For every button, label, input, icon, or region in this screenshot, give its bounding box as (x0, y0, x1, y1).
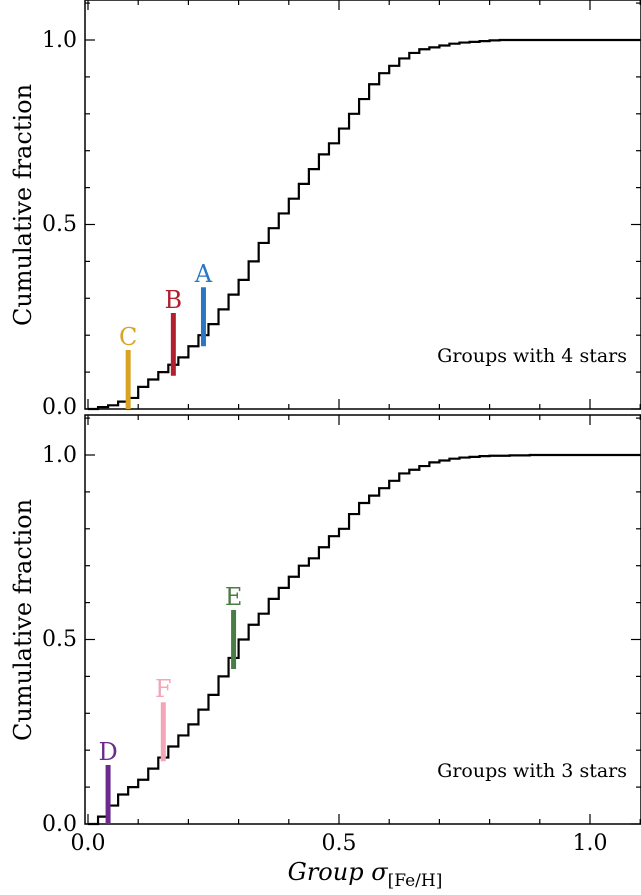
marker-label-c: C (119, 323, 137, 351)
panel-top-ytick-1: 0.5 (42, 212, 77, 237)
panel-top-ticks (85, 0, 641, 410)
panel-bottom-ticks (85, 415, 641, 825)
panel-bottom-ytick-0: 0.0 (42, 812, 77, 837)
panel-top-markers: ABC (119, 260, 213, 409)
panel-bottom-frame (84, 414, 641, 825)
x-axis-label: Group σ[Fe/H] (288, 858, 443, 891)
panel-top-annotation: Groups with 4 stars (437, 345, 627, 367)
panel-bottom-ylabel: Cumulative fraction (9, 499, 37, 741)
panel-bottom-markers: D E F (98, 583, 242, 824)
panel-bottom-xtick-0: 0.0 (71, 831, 106, 856)
panel-bottom-ytick-1: 0.5 (42, 627, 77, 652)
panel-top-ytick-2: 1.0 (42, 28, 77, 53)
marker-label-a: A (194, 260, 213, 288)
panel-top-frame (84, 0, 641, 410)
panel-bottom-ytick-2: 1.0 (42, 443, 77, 468)
panel-bottom: D E F 0.0 0.5 1.0 Groups with 3 stars Cumu… (9, 414, 641, 891)
panel-top: ABC 0.0 0.5 1.0 Groups with 4 stars Cumu… (9, 0, 641, 420)
marker-label-f: F (155, 675, 172, 703)
x-axis-label-sub: [Fe/H] (388, 871, 443, 891)
panel-bottom-xtick-1: 0.5 (322, 831, 357, 856)
marker-label-e: E (225, 583, 243, 611)
marker-label-b: B (165, 286, 183, 314)
panel-bottom-annotation: Groups with 3 stars (437, 760, 627, 782)
panel-top-cdf-line (88, 38, 641, 411)
panel-top-ytick-0: 0.0 (42, 395, 77, 420)
panel-bottom-xtick-2: 1.0 (573, 831, 608, 856)
x-axis-label-main: Group σ (288, 858, 389, 886)
marker-label-d: D (98, 738, 117, 766)
panel-top-ylabel: Cumulative fraction (9, 84, 37, 326)
